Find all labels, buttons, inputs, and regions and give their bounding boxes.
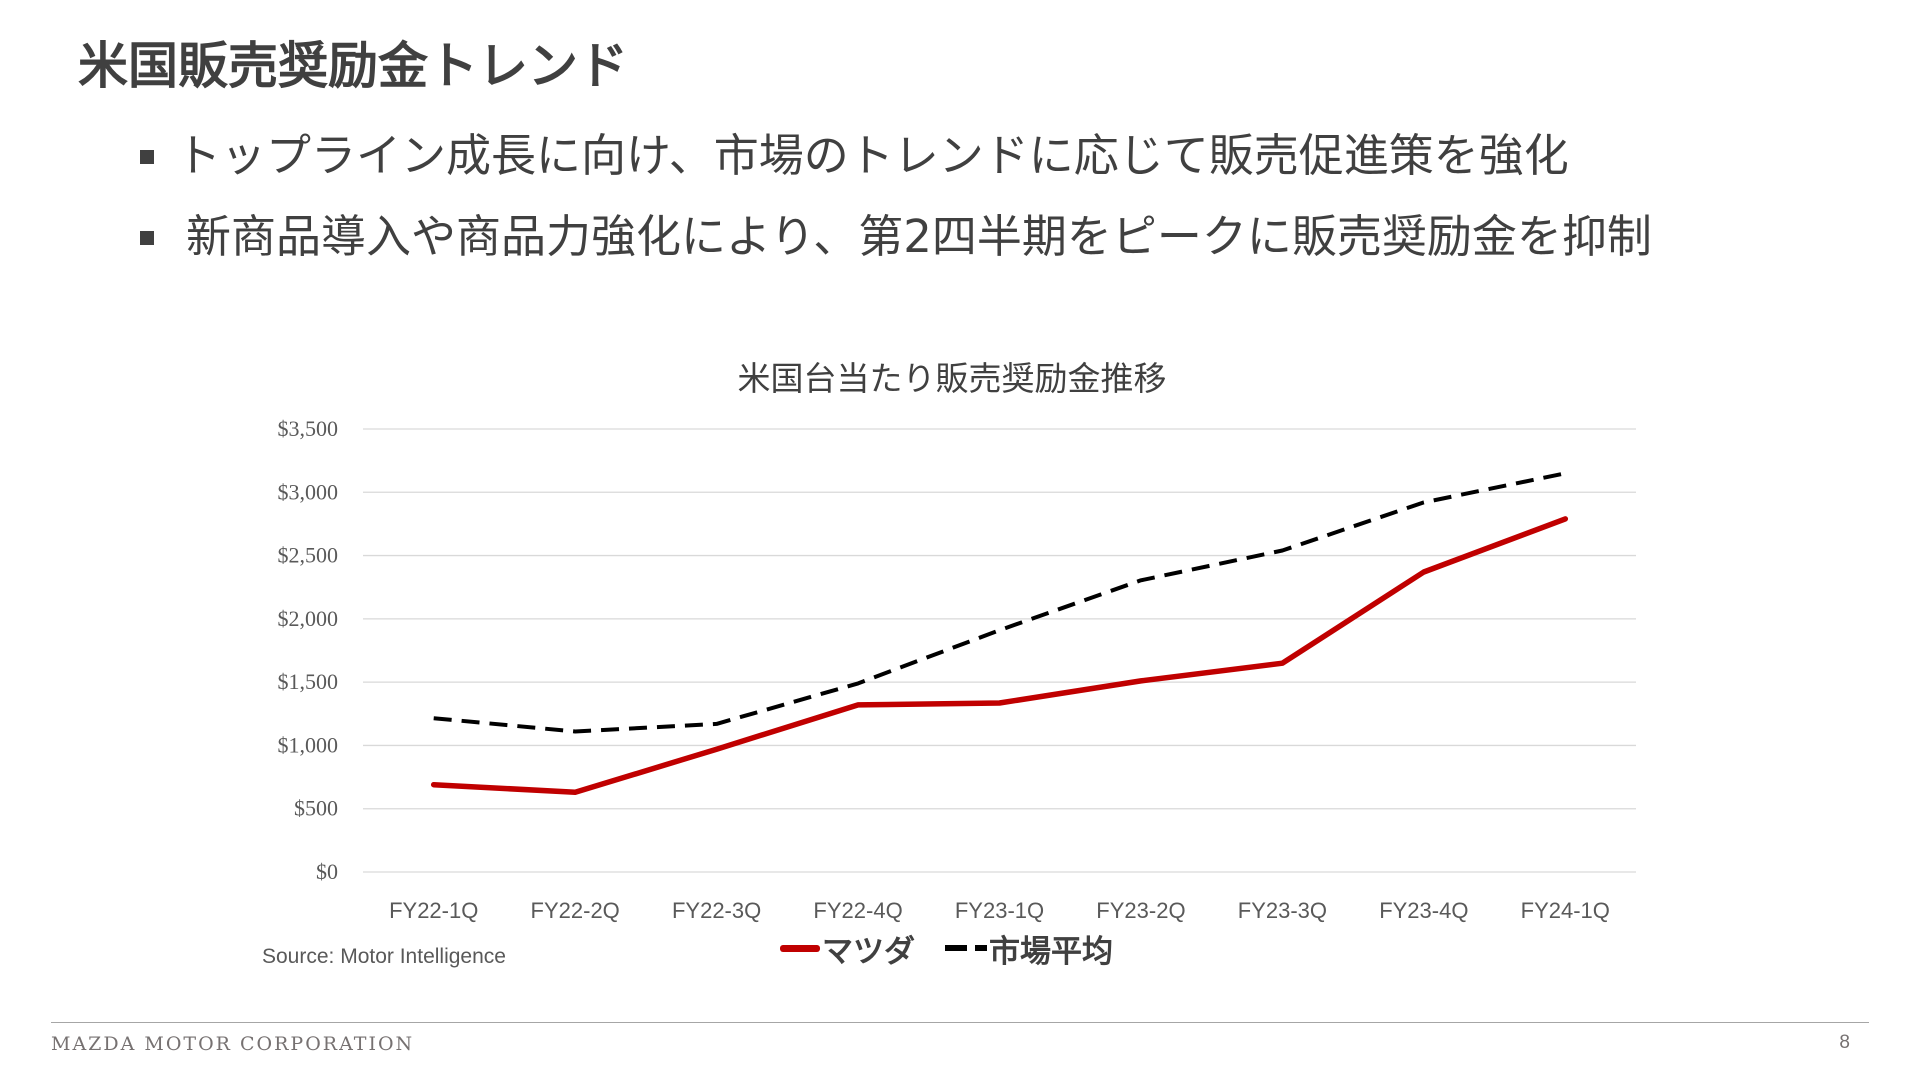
chart-title: 米国台当たり販売奨励金推移 <box>0 352 1920 400</box>
solid-line-swatch-icon <box>780 944 820 952</box>
y-tick-label: $0 <box>316 859 338 884</box>
footer-brand: MAZDA MOTOR CORPORATION <box>51 1033 415 1055</box>
x-tick-label: FY22-2Q <box>531 898 620 923</box>
chart-legend: マツダ 市場平均 <box>780 926 1143 971</box>
y-tick-label: $2,000 <box>278 606 339 631</box>
bullet-text: 新商品導入や商品力強化により、第2四半期をピークに販売奨励金を抑制 <box>186 210 1652 263</box>
footer-divider <box>51 1022 1869 1023</box>
square-bullet-icon <box>140 231 154 245</box>
x-tick-label: FY23-4Q <box>1379 898 1468 923</box>
bullet-list: トップライン成長に向け、市場のトレンドに応じて販売促進策を強化 新商品導入や商品… <box>136 128 1652 290</box>
bullet-item: 新商品導入や商品力強化により、第2四半期をピークに販売奨励金を抑制 <box>136 209 1652 290</box>
chart-title-text: 米国台当たり販売奨励金推移 <box>737 359 1167 398</box>
bullet-text: トップライン成長に向け、市場のトレンドに応じて販売促進策を強化 <box>176 129 1569 182</box>
legend-label: 市場平均 <box>989 933 1113 970</box>
slide-title: 米国販売奨励金トレンド <box>78 37 628 95</box>
page-number: 8 <box>1839 1032 1850 1053</box>
x-tick-label: FY24-1Q <box>1521 898 1610 923</box>
legend-label: マツダ <box>822 933 915 970</box>
mazda-series-line <box>430 516 1569 796</box>
x-tick-label: FY23-2Q <box>1096 898 1185 923</box>
square-bullet-icon <box>140 150 154 164</box>
bullet-item: トップライン成長に向け、市場のトレンドに応じて販売促進策を強化 <box>136 128 1652 209</box>
y-tick-label: $1,500 <box>278 669 339 694</box>
y-tick-label: $1,000 <box>278 732 339 757</box>
legend-item-mazda: マツダ <box>780 926 915 971</box>
x-tick-label: FY23-1Q <box>955 898 1044 923</box>
dashed-line-swatch-icon <box>945 945 987 951</box>
y-tick-label: $2,500 <box>278 543 339 568</box>
x-tick-label: FY22-3Q <box>672 898 761 923</box>
x-tick-label: FY22-4Q <box>813 898 902 923</box>
y-tick-label: $3,500 <box>278 416 339 441</box>
legend-item-market-average: 市場平均 <box>945 926 1113 971</box>
market-average-series-line <box>433 471 1566 734</box>
x-tick-label: FY23-3Q <box>1238 898 1327 923</box>
y-tick-label: $500 <box>294 796 338 821</box>
x-tick-label: FY22-1Q <box>389 898 478 923</box>
y-tick-label: $3,000 <box>278 479 339 504</box>
source-note: Source: Motor Intelligence <box>262 945 506 968</box>
